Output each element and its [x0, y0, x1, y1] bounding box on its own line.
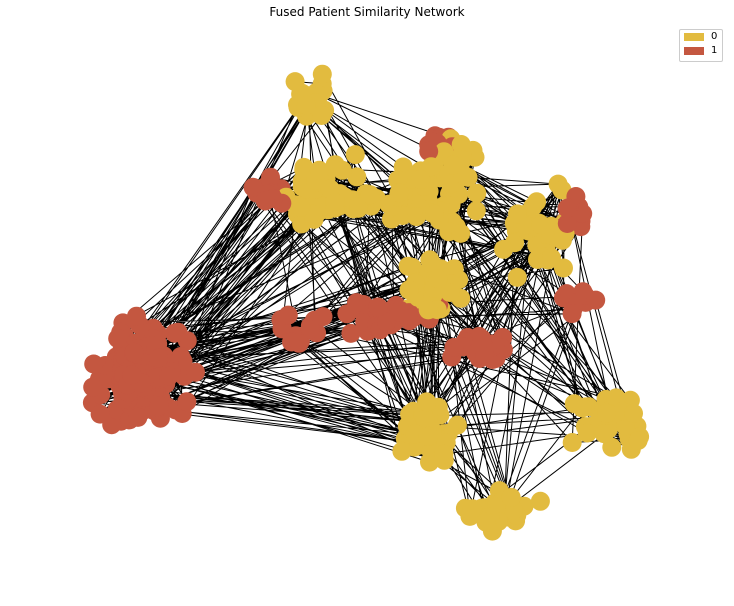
- legend-swatch-1: [684, 47, 704, 55]
- patient-node-class-0: [467, 183, 487, 203]
- patient-node-class-0: [415, 409, 435, 429]
- patient-node-class-0: [428, 269, 448, 289]
- patient-node-class-0: [425, 204, 444, 224]
- patient-node-class-1: [149, 396, 169, 416]
- patient-node-class-0: [572, 398, 592, 418]
- patient-node-class-1: [83, 377, 103, 397]
- patient-node-class-1: [124, 342, 144, 362]
- patient-node-class-1: [313, 307, 333, 327]
- patient-node-class-0: [417, 392, 437, 412]
- patient-node-class-0: [597, 403, 617, 423]
- patient-node-class-0: [577, 423, 597, 443]
- patient-node-class-1: [404, 307, 424, 327]
- patient-node-class-0: [542, 248, 561, 268]
- patient-node-class-0: [494, 239, 513, 259]
- patient-node-class-1: [562, 304, 582, 324]
- patient-node-class-1: [149, 348, 168, 368]
- patient-node-class-1: [128, 407, 148, 427]
- legend-label-1: 1: [711, 45, 718, 56]
- patient-node-class-1: [127, 306, 146, 326]
- patient-node-class-0: [507, 267, 527, 287]
- patient-node-class-0: [624, 403, 643, 423]
- patient-node-class-1: [419, 141, 439, 161]
- patient-node-class-0: [402, 257, 422, 277]
- legend-item-1: 1: [680, 44, 722, 58]
- patient-node-class-0: [447, 415, 467, 435]
- patient-node-class-1: [177, 392, 197, 412]
- legend-label-0: 0: [711, 31, 718, 42]
- patient-node-class-1: [368, 297, 388, 317]
- patient-node-class-0: [392, 441, 412, 461]
- patient-node-class-0: [530, 491, 550, 511]
- patient-node-class-0: [296, 95, 316, 115]
- patient-node-class-0: [312, 64, 332, 84]
- chart-title: Fused Patient Similarity Network: [269, 5, 465, 19]
- patient-node-class-0: [444, 259, 464, 279]
- patient-node-class-1: [255, 191, 275, 211]
- patient-node-class-0: [406, 207, 426, 227]
- patient-node-class-1: [341, 323, 361, 343]
- patient-node-class-0: [462, 499, 482, 519]
- patient-node-class-1: [168, 322, 188, 342]
- patient-node-class-0: [349, 197, 368, 217]
- legend-item-0: 0: [680, 30, 722, 44]
- patient-node-class-0: [523, 197, 543, 217]
- patient-node-class-0: [291, 197, 311, 217]
- patient-node-class-0: [389, 183, 409, 203]
- patient-node-class-1: [159, 366, 179, 386]
- patient-node-class-0: [562, 433, 582, 452]
- patient-node-class-0: [285, 72, 305, 92]
- patient-node-class-0: [325, 193, 345, 213]
- patient-node-class-0: [451, 223, 471, 243]
- legend: 0 1: [679, 29, 723, 62]
- patient-node-class-1: [557, 214, 577, 233]
- patient-node-class-1: [337, 304, 357, 324]
- patient-node-class-1: [243, 177, 263, 197]
- patient-node-class-1: [300, 319, 320, 339]
- patient-node-class-1: [472, 329, 492, 349]
- patient-node-class-1: [278, 305, 298, 325]
- patient-node-class-0: [466, 201, 486, 221]
- patient-node-class-1: [389, 302, 408, 322]
- patient-node-class-1: [186, 362, 205, 382]
- patient-node-class-0: [434, 444, 454, 464]
- legend-swatch-0: [684, 33, 704, 41]
- patient-node-class-0: [399, 280, 419, 300]
- patient-node-class-0: [508, 204, 527, 224]
- patient-node-class-0: [628, 431, 648, 450]
- patient-node-class-0: [594, 424, 614, 444]
- patient-node-class-1: [475, 344, 495, 364]
- patient-node-class-1: [586, 290, 606, 310]
- patient-node-class-0: [309, 160, 329, 180]
- node-layer: [82, 64, 650, 541]
- patient-node-class-0: [347, 167, 367, 187]
- patient-node-class-0: [312, 106, 332, 125]
- patient-node-class-0: [476, 512, 496, 532]
- patient-node-class-0: [550, 228, 570, 248]
- patient-node-class-0: [418, 426, 438, 446]
- patient-node-class-0: [411, 169, 431, 189]
- patient-node-class-0: [440, 283, 460, 302]
- patient-node-class-0: [443, 155, 463, 175]
- patient-node-class-0: [421, 157, 441, 177]
- patient-node-class-0: [531, 215, 551, 235]
- patient-node-class-0: [332, 160, 352, 180]
- patient-node-class-1: [84, 354, 104, 374]
- patient-node-class-1: [444, 337, 464, 357]
- patient-node-class-1: [289, 333, 309, 353]
- patient-node-class-1: [108, 329, 128, 348]
- patient-node-class-0: [501, 487, 521, 507]
- patient-node-class-0: [451, 135, 471, 154]
- patient-node-class-1: [90, 404, 110, 424]
- patient-node-class-1: [557, 198, 577, 218]
- patient-node-class-0: [345, 145, 365, 165]
- patient-node-class-0: [360, 185, 380, 205]
- patient-node-class-1: [122, 365, 142, 385]
- patient-node-class-0: [418, 300, 438, 320]
